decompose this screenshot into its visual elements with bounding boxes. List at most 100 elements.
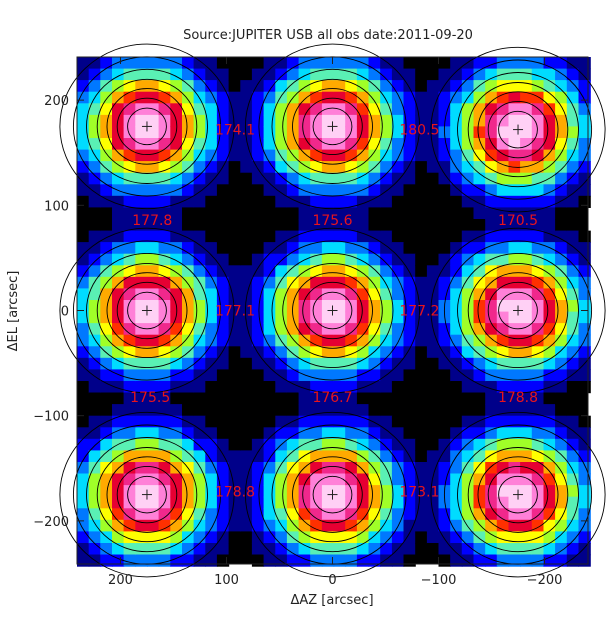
heatmap-cell <box>485 288 498 301</box>
heatmap-cell <box>368 265 381 278</box>
heatmap-cell <box>77 357 90 370</box>
heatmap-cell <box>286 519 300 532</box>
heatmap-cell <box>216 543 230 556</box>
heatmap-cell <box>286 253 300 266</box>
heatmap-cell <box>263 138 276 151</box>
heatmap-cell <box>450 149 463 162</box>
heatmap-cell <box>310 485 323 498</box>
heatmap-cell <box>112 381 125 394</box>
heatmap-cell <box>531 114 545 128</box>
heatmap-cell <box>450 381 463 394</box>
heatmap-cell <box>356 404 370 417</box>
heatmap-cell <box>368 126 381 139</box>
heatmap-cell <box>356 462 370 475</box>
contour-line <box>312 475 353 514</box>
heatmap-cell <box>147 543 160 556</box>
heatmap-cell <box>193 57 206 70</box>
heatmap-cell <box>275 404 288 417</box>
heatmap-cell <box>450 103 463 116</box>
heatmap-cell <box>438 462 451 475</box>
heatmap-cell <box>356 91 370 104</box>
heatmap-cell <box>205 462 218 475</box>
heatmap-cell <box>158 323 171 336</box>
heatmap-cell <box>205 438 218 451</box>
heatmap-cell <box>485 485 498 498</box>
value-annotation: 170.5 <box>498 213 538 229</box>
heatmap-cell <box>88 103 101 116</box>
heatmap-cell <box>147 300 160 313</box>
heatmap-cell <box>112 531 125 544</box>
heatmap-cell <box>298 427 311 440</box>
heatmap-cell <box>240 496 253 509</box>
heatmap-cell <box>321 415 335 428</box>
heatmap-cell <box>403 300 416 313</box>
heatmap-cell <box>403 114 416 128</box>
heatmap-cell <box>391 195 405 208</box>
contour-line <box>86 437 208 553</box>
heatmap-cell <box>228 427 241 440</box>
heatmap-cell <box>333 149 346 162</box>
heatmap-cell <box>251 508 265 521</box>
heatmap-cell <box>147 508 160 521</box>
heatmap-cell <box>135 253 148 266</box>
heatmap-cell <box>123 288 136 301</box>
heatmap-cell <box>473 195 486 208</box>
heatmap-cell <box>508 265 521 278</box>
heatmap-cell <box>415 438 428 451</box>
heatmap-cell <box>100 172 113 185</box>
heatmap-cell <box>77 288 90 301</box>
heatmap-cell <box>135 427 148 440</box>
heatmap-cell <box>450 357 463 370</box>
heatmap-cell <box>578 195 591 208</box>
heatmap-cell <box>100 334 113 347</box>
heatmap-cell <box>415 138 428 151</box>
heatmap-cell <box>298 334 311 347</box>
heatmap-cell <box>578 543 591 556</box>
heatmap-cell <box>135 369 148 382</box>
heatmap-cell <box>508 543 521 556</box>
heatmap-cell <box>368 68 381 81</box>
heatmap-cell <box>380 543 393 556</box>
heatmap-cell <box>461 276 475 289</box>
contour-line <box>498 475 538 514</box>
heatmap-cell <box>321 473 335 486</box>
heatmap-cell <box>310 473 323 486</box>
heatmap-cell <box>182 57 195 70</box>
heatmap-cell <box>286 103 300 116</box>
heatmap-cell <box>228 496 241 509</box>
heatmap-cell <box>578 265 591 278</box>
heatmap-cell <box>263 265 276 278</box>
heatmap-cell <box>380 276 393 289</box>
heatmap-cell <box>426 253 440 266</box>
heatmap-cell <box>298 392 311 405</box>
heatmap-cell <box>461 496 475 509</box>
heatmap-cell <box>368 427 381 440</box>
heatmap-cell <box>415 68 428 81</box>
heatmap-cell <box>182 496 195 509</box>
heatmap-cell <box>310 462 323 475</box>
heatmap-cell <box>473 392 486 405</box>
heatmap-cell <box>543 161 556 174</box>
heatmap-cell <box>508 126 521 139</box>
heatmap-cell <box>182 172 195 185</box>
heatmap-cell <box>438 438 451 451</box>
contour-line <box>271 437 394 553</box>
heatmap-cell <box>158 91 171 104</box>
heatmap-cell <box>100 219 113 232</box>
heatmap-cell <box>450 184 463 197</box>
heatmap-cell <box>566 91 580 104</box>
heatmap-cell <box>333 427 346 440</box>
heatmap-cell <box>170 138 183 151</box>
heatmap-cell <box>531 311 545 324</box>
x-axis-label: ΔAZ [arcsec] <box>290 593 373 608</box>
heatmap-cell <box>147 427 160 440</box>
heatmap-cell <box>566 114 580 128</box>
heatmap-cell <box>555 404 568 417</box>
heatmap-cell <box>240 161 253 174</box>
heatmap-cell <box>485 519 498 532</box>
heatmap-cell <box>310 311 323 324</box>
heatmap-cell <box>170 172 183 185</box>
heatmap-cell <box>391 473 405 486</box>
heatmap-cell <box>205 300 218 313</box>
